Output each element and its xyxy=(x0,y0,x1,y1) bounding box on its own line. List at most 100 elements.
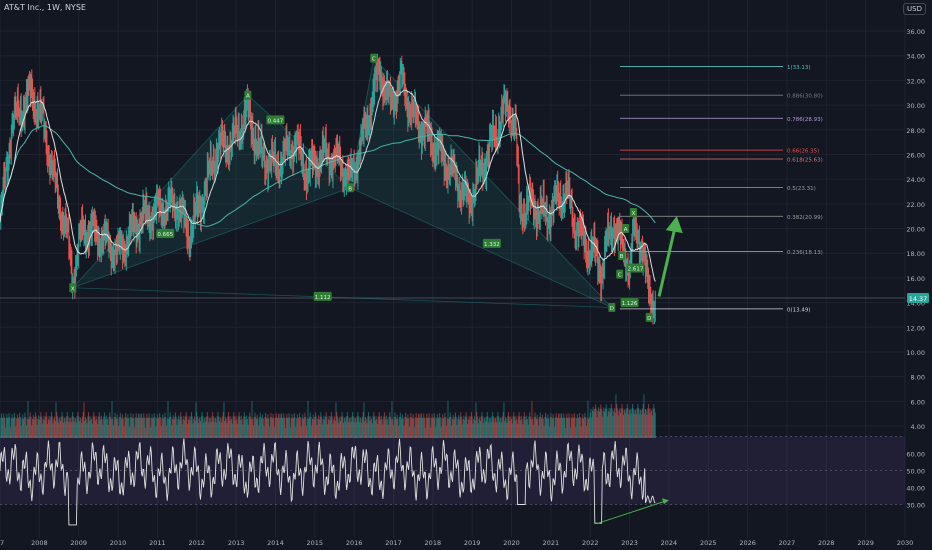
x-tick-label: 07 xyxy=(0,539,4,547)
x-tick-label: 2021 xyxy=(543,539,560,547)
pattern-point-badge xyxy=(482,238,501,248)
x-tick-label: 2025 xyxy=(700,539,717,547)
projection-arrow-shaft xyxy=(657,227,677,297)
rsi-tick-label: 60.00 xyxy=(906,451,925,459)
pattern-point-label: A xyxy=(624,227,628,233)
x-tick-label: 2014 xyxy=(267,539,284,547)
pattern-point-label: 0.665 xyxy=(157,232,173,238)
fib-level-label: 1(33.13) xyxy=(787,65,811,71)
pattern-point-badge xyxy=(630,207,637,217)
price-tick-label: 4.00 xyxy=(911,423,925,431)
pattern-point-badge xyxy=(69,283,77,293)
x-tick-label: 2015 xyxy=(307,539,324,547)
pattern-point-badge xyxy=(346,183,354,193)
x-tick-label: 2019 xyxy=(464,539,481,547)
x-tick-label: 2030 xyxy=(897,539,914,547)
x-tick-label: 2016 xyxy=(346,539,363,547)
projection-arrow-head xyxy=(665,216,683,234)
x-tick-label: 2027 xyxy=(779,539,796,547)
x-tick-label: 2022 xyxy=(582,539,599,547)
x-tick-label: 2009 xyxy=(70,539,87,547)
price-tick-label: 28.00 xyxy=(906,127,925,135)
fib-level-label: 0.66(26.35) xyxy=(787,149,819,155)
pattern-point-badge xyxy=(618,251,626,261)
rsi-divergence-arrow-head xyxy=(661,498,669,505)
price-tick-label: 14.00 xyxy=(906,300,925,308)
x-tick-label: 2017 xyxy=(385,539,402,547)
last-price-badge xyxy=(907,292,929,303)
x-tick-label: 2013 xyxy=(228,539,245,547)
fib-level-label: 0.5(23.31) xyxy=(787,186,816,192)
pattern-point-label: A xyxy=(246,94,250,100)
pattern-point-badge xyxy=(620,298,639,308)
pattern-point-label: D xyxy=(610,306,614,312)
ma-short-line xyxy=(0,81,656,282)
pattern-point-badge xyxy=(313,291,332,301)
currency-badge[interactable]: USD xyxy=(903,3,926,15)
pattern-point-label: C xyxy=(372,57,376,63)
pattern-point-badge xyxy=(370,53,378,63)
pattern-point-label: 1.112 xyxy=(315,295,331,301)
pattern-point-label: B xyxy=(620,254,624,260)
rsi-tick-label: 40.00 xyxy=(906,485,925,493)
x-tick-label: 2026 xyxy=(739,539,756,547)
price-tick-label: 16.00 xyxy=(906,275,925,283)
price-tick-label: 22.00 xyxy=(906,201,925,209)
x-tick-label: 2011 xyxy=(149,539,166,547)
symbol-title[interactable]: AT&T Inc., 1W, NYSE xyxy=(4,3,86,12)
price-tick-label: 8.00 xyxy=(911,374,925,382)
rsi-tick-label: 50.00 xyxy=(906,468,925,476)
x-tick-label: 2010 xyxy=(110,539,127,547)
fib-level-label: 0.618(25.63) xyxy=(787,158,823,164)
price-tick-label: 34.00 xyxy=(906,53,925,61)
pattern-point-label: 1.332 xyxy=(484,242,500,248)
price-tick-label: 6.00 xyxy=(911,398,925,406)
pattern-point-badge xyxy=(244,90,252,100)
pattern-point-label: D xyxy=(647,316,651,322)
pattern-point-label: X xyxy=(632,211,636,217)
pattern-point-badge xyxy=(608,303,616,312)
fib-level-label: 0.886(30.80) xyxy=(787,94,823,100)
rsi-divergence-arrow-shaft xyxy=(597,500,666,524)
x-tick-label: 2029 xyxy=(857,539,874,547)
pattern-point-label: 0.447 xyxy=(268,118,284,124)
pattern-point-label: B xyxy=(348,186,352,192)
price-tick-label: 10.00 xyxy=(906,349,925,357)
x-tick-label: 2020 xyxy=(503,539,520,547)
x-tick-label: 2023 xyxy=(621,539,638,547)
harmonic-pattern-area xyxy=(349,57,613,308)
fib-level-label: 0.786(28.93) xyxy=(787,117,823,123)
price-tick-label: 30.00 xyxy=(906,102,925,110)
price-tick-label: 20.00 xyxy=(906,226,925,234)
pattern-point-badge xyxy=(156,228,175,238)
ma-long-line xyxy=(0,125,656,227)
pattern-point-label: X xyxy=(71,286,75,292)
fib-level-label: 0.382(20.99) xyxy=(787,215,823,221)
pattern-point-badge xyxy=(266,115,285,125)
harmonic-pattern-area xyxy=(72,94,351,289)
pattern-point-badge xyxy=(626,263,645,273)
pattern-point-label: 1.126 xyxy=(622,301,638,307)
fib-level-label: 0.236(18.13) xyxy=(787,250,823,256)
x-tick-label: 2012 xyxy=(188,539,205,547)
x-tick-label: 2018 xyxy=(425,539,442,547)
rsi-line xyxy=(0,438,656,526)
rsi-tick-label: 30.00 xyxy=(906,502,925,510)
pattern-point-badge xyxy=(622,224,630,233)
pattern-point-label: 2.617 xyxy=(628,267,644,273)
price-tick-label: 12.00 xyxy=(906,324,925,332)
x-tick-label: 2008 xyxy=(31,539,48,547)
price-tick-label: 26.00 xyxy=(906,151,925,159)
pattern-point-badge xyxy=(616,269,624,279)
harmonic-xd-line xyxy=(72,287,612,308)
price-tick-label: 18.00 xyxy=(906,250,925,258)
pattern-point-label: C xyxy=(618,273,622,279)
fib-level-label: 0(13.49) xyxy=(787,307,811,313)
last-price-label: 14.37 xyxy=(909,295,928,303)
x-tick-label: 2024 xyxy=(661,539,678,547)
x-tick-label: 2028 xyxy=(818,539,835,547)
price-tick-label: 32.00 xyxy=(906,77,925,85)
price-tick-label: 24.00 xyxy=(906,176,925,184)
pattern-point-badge xyxy=(645,312,653,322)
